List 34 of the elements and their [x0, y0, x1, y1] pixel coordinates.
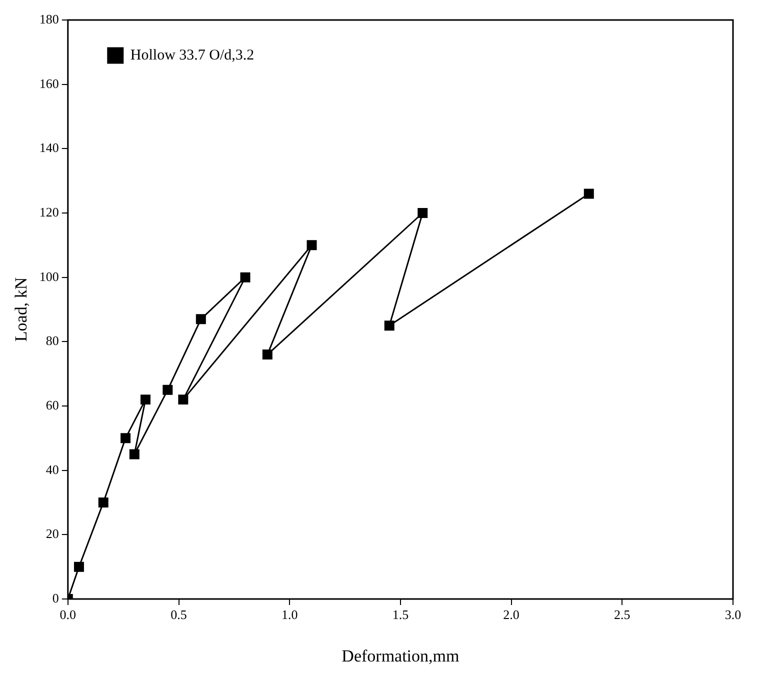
x-axis-title: Deformation,mm [342, 646, 460, 666]
y-tick-label: 40 [46, 462, 59, 477]
point [98, 498, 108, 508]
point [306, 240, 317, 250]
y-tick-label: 80 [46, 333, 59, 348]
y-tick-label: 0 [52, 590, 59, 606]
legend-label: Hollow 33.7 O/d,3.2 [130, 47, 254, 64]
point [162, 384, 173, 395]
point [262, 350, 272, 360]
x-tick-label: 2.5 [614, 607, 630, 622]
y-tick-label: 140 [39, 140, 59, 156]
x-tick-label: 1.5 [392, 607, 409, 622]
point [240, 272, 250, 282]
point [418, 208, 428, 218]
y-tick-label: 100 [39, 268, 59, 284]
x-tick-label: 1.0 [281, 607, 298, 622]
point [129, 449, 140, 460]
x-tick-label: 0.5 [170, 607, 187, 622]
point [584, 188, 594, 199]
y-tick-label: 180 [39, 11, 59, 26]
point [384, 320, 394, 331]
point [140, 394, 150, 405]
y-axis-title: Load, kN [12, 277, 31, 342]
y-tick-label: 20 [46, 526, 59, 542]
point [74, 562, 84, 572]
point [178, 394, 188, 405]
point [196, 314, 206, 324]
x-tick-label: 3.0 [724, 607, 742, 622]
y-tick-label: 160 [39, 76, 59, 91]
x-tick-label: 0.0 [60, 607, 76, 622]
point [120, 433, 131, 444]
y-tick-label: 120 [39, 204, 59, 220]
y-tick-label: 60 [46, 397, 59, 412]
x-tick-label: 2.0 [503, 607, 520, 622]
